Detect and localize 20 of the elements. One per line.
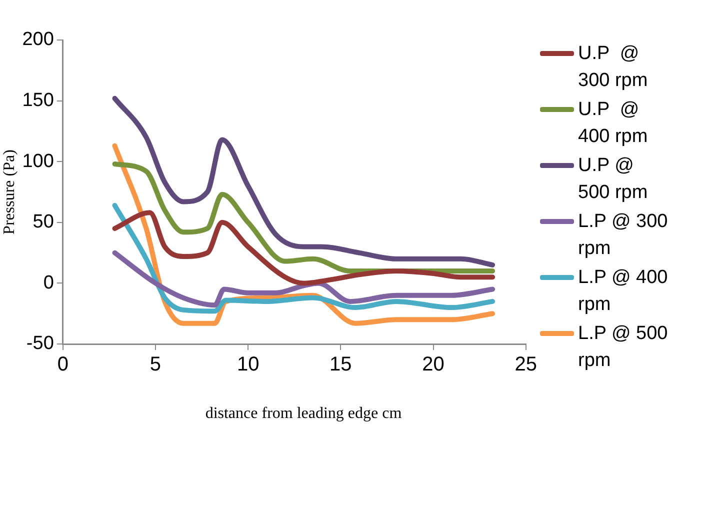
legend-label: U.P @ 500 rpm (578, 154, 649, 205)
y-tick-label: 50 (32, 212, 54, 233)
legend-label: U.P @ 300 rpm (578, 42, 649, 93)
legend-label: L.P @ 500 rpm (578, 322, 669, 373)
y-tick-label: 0 (43, 272, 54, 294)
x-tick-label: 10 (236, 354, 260, 376)
y-axis-title: Pressure (Pa) (0, 150, 18, 234)
x-axis-title: distance from leading edge cm (204, 405, 403, 423)
y-tick-label: -50 (26, 333, 54, 354)
legend-label: L.P @ 300 rpm (578, 210, 669, 261)
x-tick-label: 20 (422, 354, 444, 376)
x-tick-label: 0 (57, 354, 68, 376)
x-tick-label: 15 (330, 354, 352, 376)
y-tick-label: 150 (22, 90, 54, 112)
y-tick-label: 100 (22, 150, 54, 172)
x-tick-label: 25 (514, 354, 537, 376)
y-tick-label: 200 (22, 29, 54, 50)
legend-label: U.P @ 400 rpm (578, 98, 649, 149)
x-tick-label: 5 (150, 354, 162, 376)
legend-label: L.P @ 400 rpm (578, 266, 669, 317)
